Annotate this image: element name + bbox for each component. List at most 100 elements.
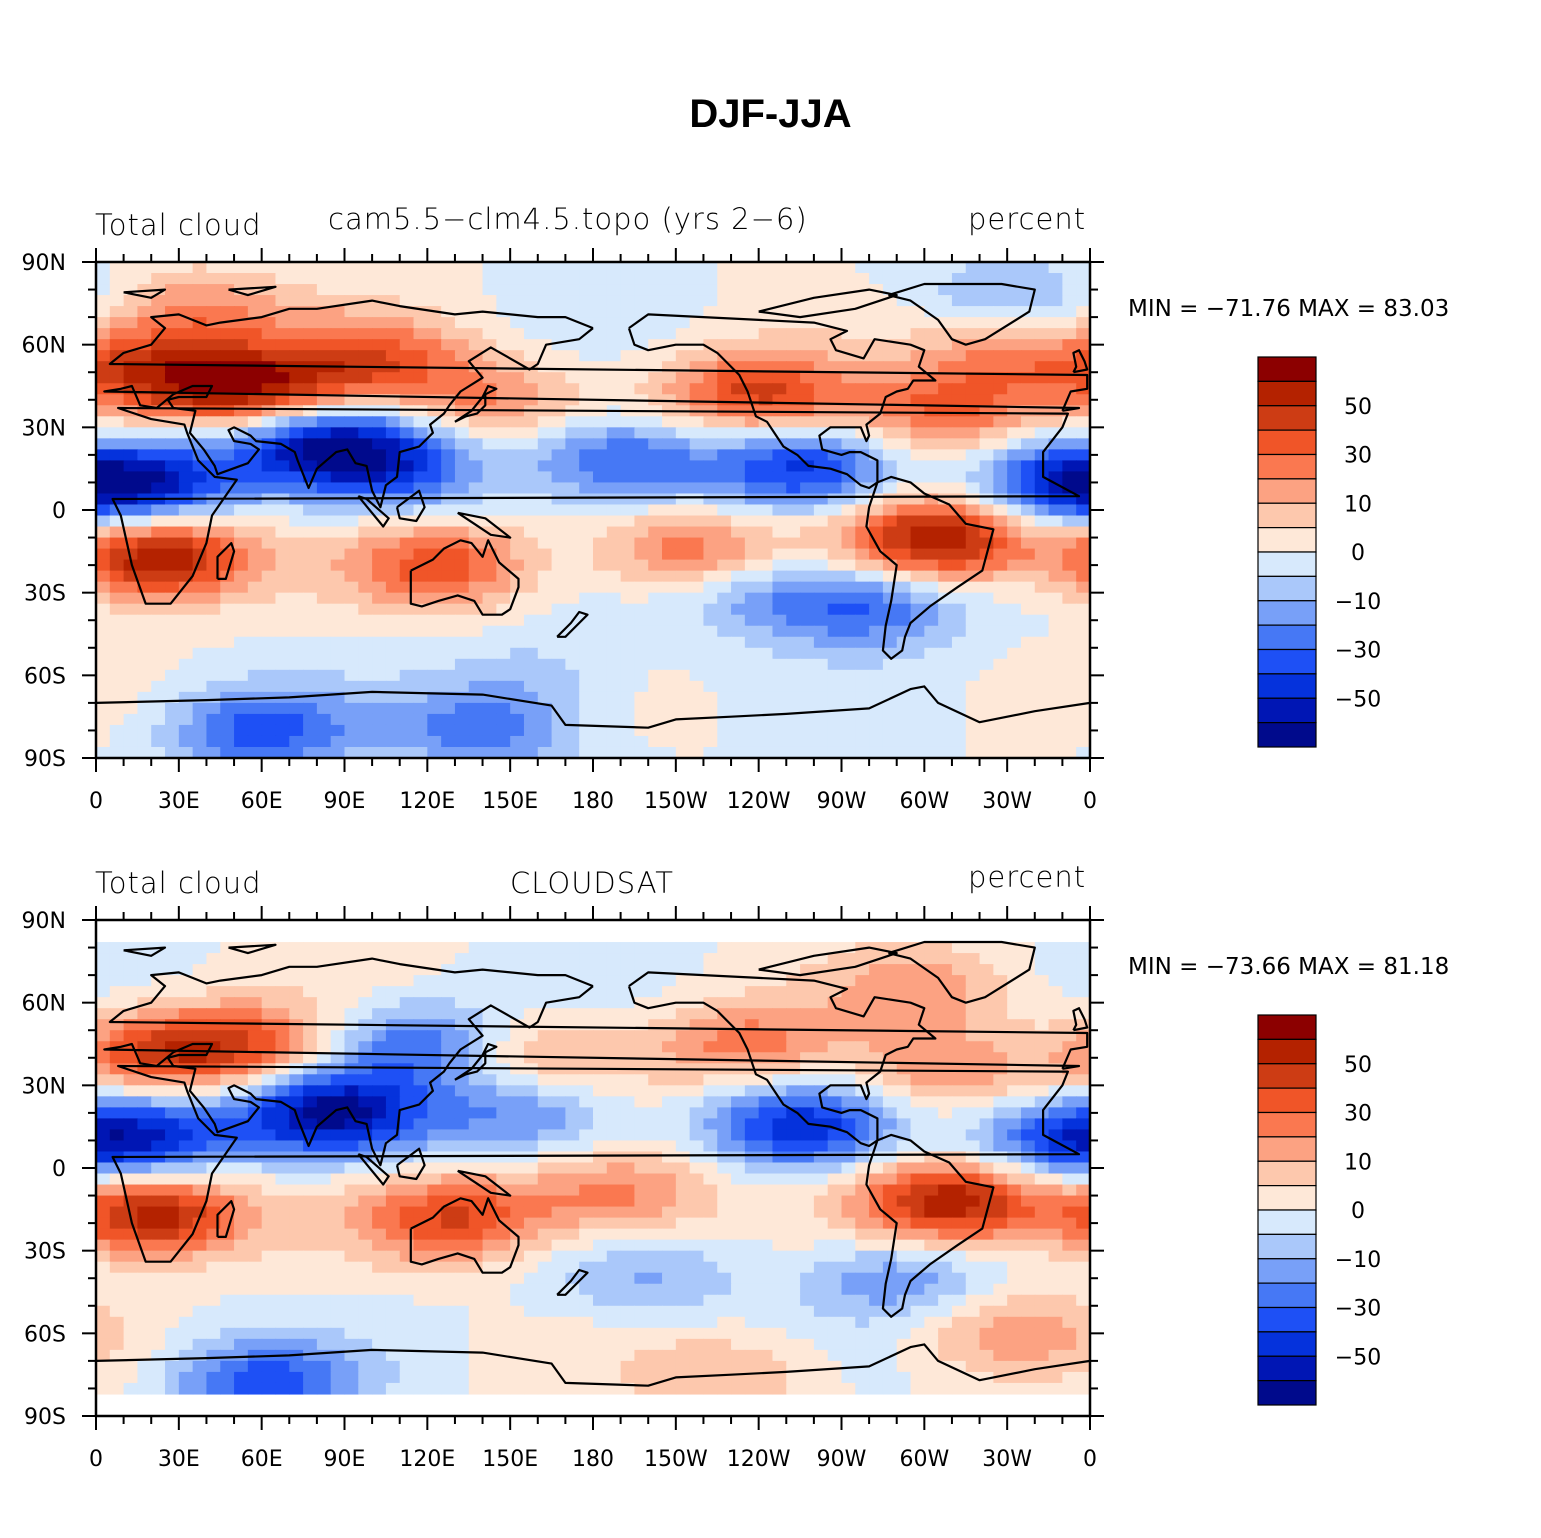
field-cell — [827, 416, 843, 428]
field-cell — [620, 482, 636, 495]
field-cell — [1007, 548, 1022, 561]
field-cell — [523, 339, 539, 351]
field-cell — [1048, 636, 1063, 649]
field-cell — [717, 713, 732, 726]
field-cell — [965, 537, 981, 550]
field-cell — [772, 482, 787, 495]
field-cell — [717, 1085, 732, 1097]
field-cell — [1076, 262, 1091, 274]
field-cell — [358, 262, 373, 274]
field-cell — [220, 735, 235, 748]
field-cell — [938, 581, 953, 594]
field-cell — [427, 1096, 442, 1108]
field-cell — [703, 975, 718, 987]
field-cell — [372, 1008, 387, 1020]
field-cell — [330, 1085, 346, 1097]
field-cell — [786, 537, 801, 550]
field-cell — [551, 328, 566, 340]
field-cell — [551, 570, 566, 583]
field-cell — [165, 724, 180, 737]
field-cell — [565, 372, 580, 384]
field-cell — [882, 559, 898, 572]
field-cell — [813, 680, 829, 693]
field-cell — [979, 603, 994, 616]
field-cell — [882, 942, 898, 954]
field-cell — [109, 295, 125, 307]
field-cell — [220, 1140, 235, 1153]
field-cell — [1034, 482, 1050, 495]
field-cell — [1020, 1118, 1036, 1131]
field-cell — [413, 350, 428, 362]
field-cell — [1076, 636, 1091, 649]
field-cell — [468, 493, 484, 506]
field-cell — [786, 493, 801, 506]
field-cell — [965, 953, 981, 965]
field-cell — [510, 636, 525, 649]
colorbar-label: 50 — [1344, 395, 1372, 420]
field-cell — [96, 680, 111, 693]
field-cell — [910, 317, 925, 329]
field-cell — [399, 383, 415, 395]
field-cell — [358, 986, 373, 998]
field-cell — [689, 284, 705, 296]
field-cell — [1062, 526, 1077, 539]
field-cell — [882, 416, 898, 428]
field-cell — [330, 581, 346, 594]
field-cell — [275, 1118, 290, 1131]
field-cell — [951, 669, 967, 682]
field-cell — [192, 636, 208, 649]
field-cell — [151, 1085, 166, 1097]
field-cell — [689, 953, 705, 965]
field-cell — [178, 372, 194, 384]
coastline — [216, 541, 236, 581]
field-cell — [178, 284, 194, 296]
field-cell — [827, 361, 843, 373]
field-cell — [523, 416, 539, 428]
field-cell — [606, 625, 622, 638]
field-cell — [551, 339, 566, 351]
field-cell — [1007, 964, 1022, 976]
field-cell — [358, 975, 373, 987]
field-cell — [1034, 1107, 1050, 1119]
field-cell — [468, 273, 484, 285]
field-cell — [910, 713, 925, 726]
field-cell — [330, 1008, 346, 1020]
field-cell — [123, 680, 139, 693]
field-cell — [1062, 746, 1077, 759]
field-cell — [413, 746, 428, 759]
field-cell — [689, 680, 705, 693]
field-cell — [1034, 460, 1050, 473]
field-cell — [951, 460, 967, 473]
field-cell — [399, 372, 415, 384]
field-cell — [372, 625, 387, 638]
field-cell — [234, 625, 249, 638]
field-cell — [247, 680, 263, 693]
field-cell — [593, 1173, 608, 1186]
field-cell — [662, 548, 677, 561]
field-cell — [924, 394, 939, 406]
field-cell — [137, 449, 152, 461]
field-cell — [316, 581, 332, 594]
field-cell — [1020, 1107, 1036, 1119]
field-cell — [247, 975, 263, 987]
coastline — [123, 288, 167, 299]
field-cell — [385, 1030, 401, 1042]
field-cell — [316, 1096, 332, 1108]
field-cell — [358, 647, 373, 660]
field-cell — [441, 317, 456, 329]
field-cell — [523, 493, 539, 506]
field-cell — [468, 339, 484, 351]
field-cell — [454, 702, 470, 715]
field-cell — [965, 1118, 981, 1131]
field-cell — [675, 493, 691, 506]
field-cell — [634, 1140, 649, 1153]
field-cell — [165, 1129, 180, 1142]
field-cell — [910, 1008, 925, 1020]
field-cell — [289, 986, 304, 998]
field-cell — [303, 1096, 318, 1108]
field-cell — [717, 537, 732, 550]
field-cell — [441, 493, 456, 506]
field-cell — [662, 1030, 677, 1042]
field-cell — [1034, 1140, 1050, 1153]
field-cell — [1048, 306, 1063, 318]
